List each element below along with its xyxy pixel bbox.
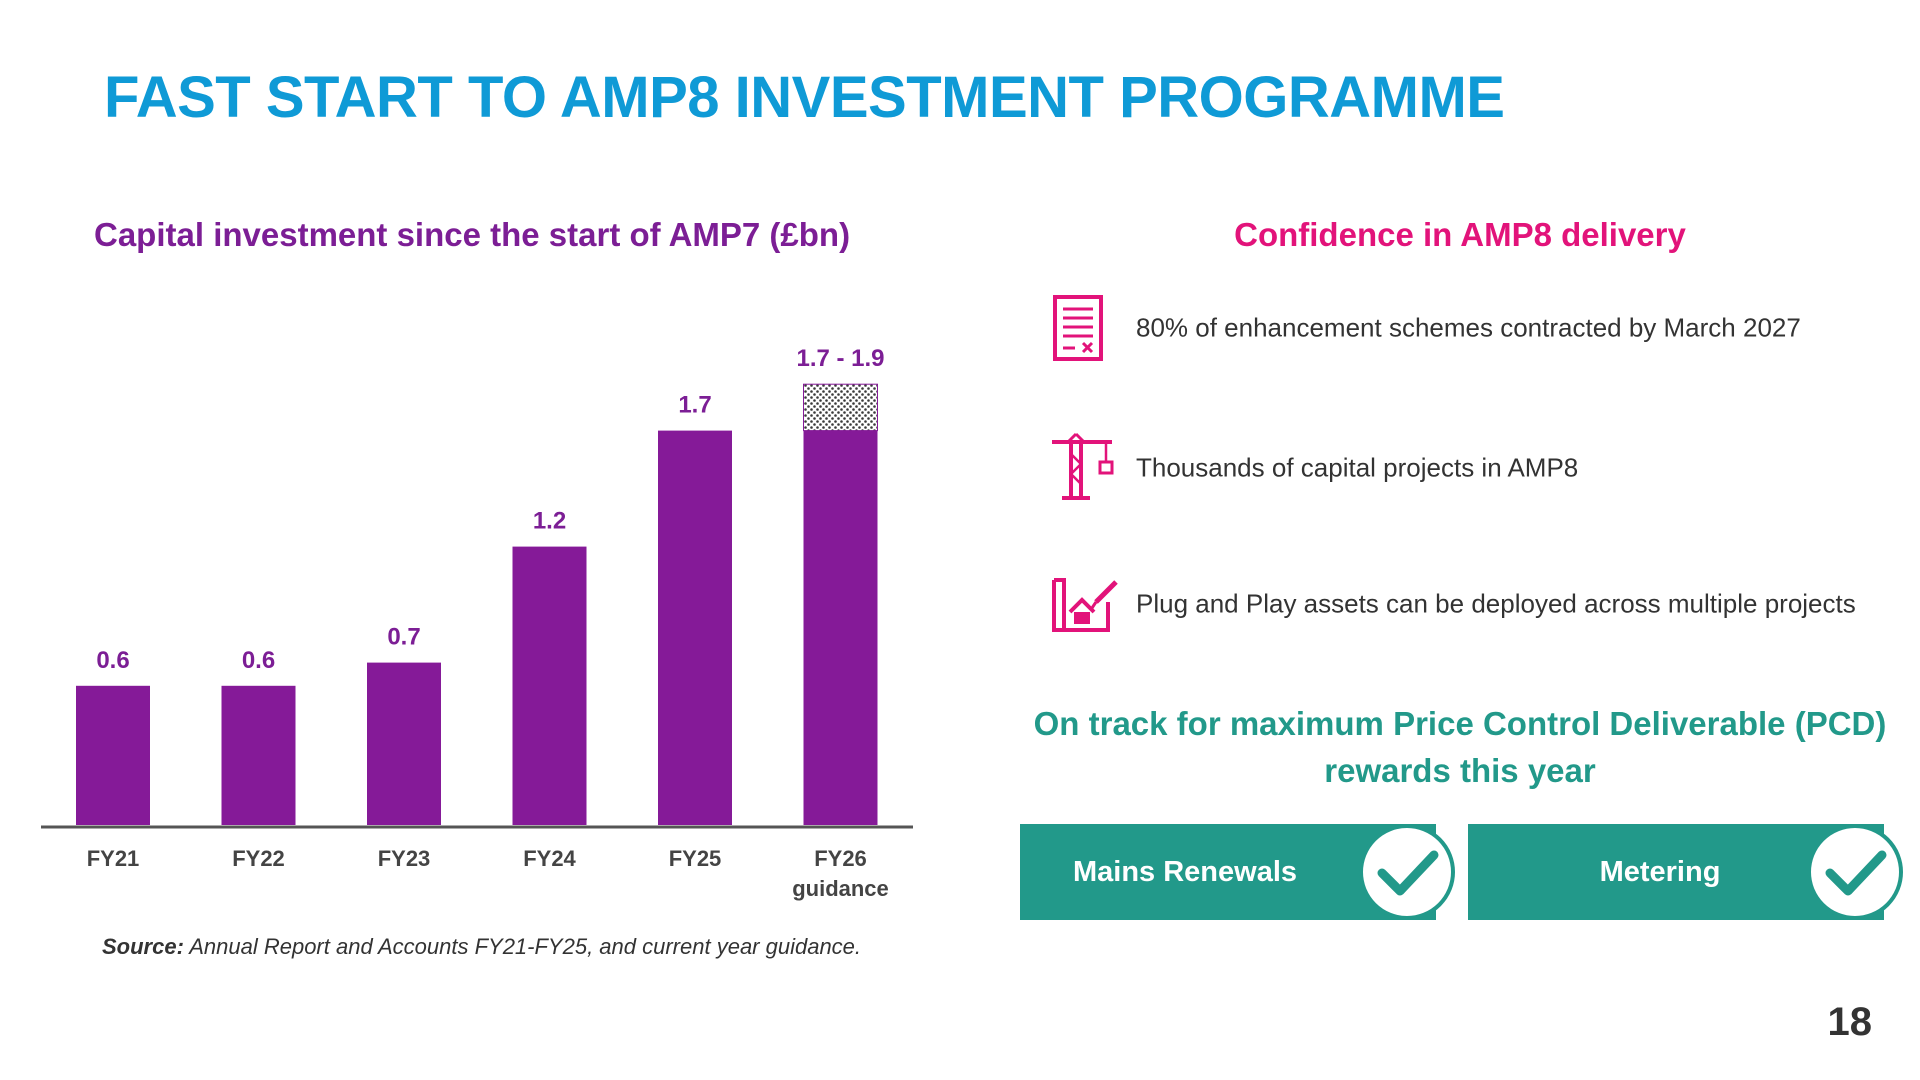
data-label: 1.2 [533,508,566,535]
confidence-item-text: 80% of enhancement schemes contracted by… [1136,312,1801,343]
pcd-box-metering: Metering [1468,824,1903,920]
pcd-headline-line2: rewards this year [1324,752,1596,789]
data-label: 1.7 - 1.9 [796,345,884,372]
confidence-title: Confidence in AMP8 delivery [1234,216,1686,253]
confidence-item-plug-and-play: Plug and Play assets can be deployed acr… [1048,568,1908,640]
x-tick-label: FY22 [232,846,285,871]
construction-crane-icon [1052,432,1114,500]
source-label: Source: [102,934,184,959]
bar-range-fy26 [803,383,878,432]
x-tick-label: FY25 [669,846,722,871]
data-label: 0.7 [387,624,420,651]
chart-source-note: Source: Annual Report and Accounts FY21-… [102,934,861,960]
data-label: 0.6 [96,647,129,674]
x-tick-sublabel: guidance [792,876,889,901]
pcd-headline: On track for maximum Price Control Deliv… [1020,700,1900,794]
house-plan-icon [1052,578,1118,632]
confidence-item-text: Thousands of capital projects in AMP8 [1136,452,1579,483]
pcd-box-label: Metering [1599,856,1721,888]
x-tick-label: FY26 [814,846,867,871]
page-title: FAST START TO AMP8 INVESTMENT PROGRAMME [104,65,1505,130]
x-tick-label: FY23 [378,846,431,871]
checkmark-icon [1359,824,1455,920]
confidence-item-text: Plug and Play assets can be deployed acr… [1136,588,1856,619]
pcd-headline-line1: On track for maximum Price Control Deliv… [1033,705,1887,742]
chart-title: Capital investment since the start of AM… [94,216,851,253]
data-label: 1.7 [678,392,711,419]
capital-investment-chart: 0.6 FY21 0.6 FY22 0.7 FY23 1.2 FY24 1.7 FY25 1.7 -… [41,345,913,901]
checkmark-icon [1807,824,1903,920]
contract-document-icon [1053,295,1103,361]
bar-fy22 [221,685,296,825]
confidence-item-projects: Thousands of capital projects in AMP8 [1048,432,1908,504]
bar-fy25 [658,430,732,825]
bar-fy21 [76,685,150,825]
page-number: 18 [1827,1000,1873,1044]
pcd-box-mains-renewals: Mains Renewals [1020,824,1455,920]
pcd-box-label: Mains Renewals [1072,856,1298,888]
x-tick-label: FY21 [87,846,140,871]
bar-fy24 [512,546,587,825]
source-text: Annual Report and Accounts FY21-FY25, an… [183,934,862,959]
x-tick-label: FY24 [523,846,576,871]
data-label: 0.6 [242,647,275,674]
bar-fy23 [367,662,441,825]
confidence-item-contracts: 80% of enhancement schemes contracted by… [1048,292,1908,364]
bar-fy26 [803,430,878,825]
